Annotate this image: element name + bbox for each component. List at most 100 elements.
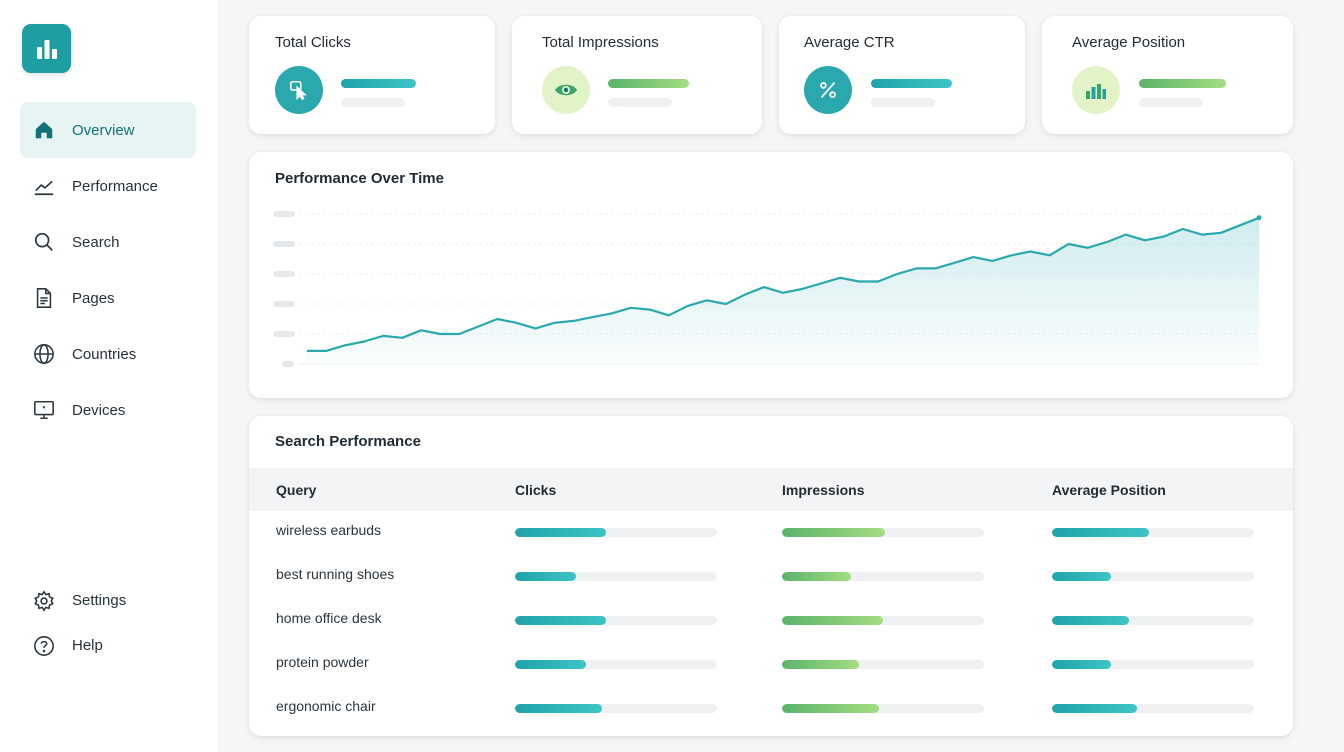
column-header-query[interactable]: Query [276,482,317,498]
trend-line-icon [32,174,56,198]
bar-chart-icon [1072,66,1120,114]
stat-bar-secondary [1139,98,1203,107]
stat-card-average-ctr[interactable]: Average CTR [779,16,1025,134]
sidebar-item-label: Performance [72,177,158,195]
table-row[interactable]: home office desk [249,597,1293,641]
stat-title: Average Position [1072,34,1186,51]
stat-card-total-clicks[interactable]: Total Clicks [249,16,495,134]
impressions-bar-track [782,572,984,581]
sidebar-bottom-nav: Settings Help [20,578,196,668]
table-row[interactable]: protein powder [249,641,1293,685]
sidebar-item-countries[interactable]: Countries [20,326,196,382]
help-icon [32,634,56,658]
column-header-average-position[interactable]: Average Position [1052,482,1166,498]
gear-icon [32,589,56,613]
sidebar-nav: Overview Performance Search Pages Countr… [20,102,196,438]
sidebar-item-label: Help [72,637,103,654]
series-line [307,216,1260,352]
position-bar-fill [1052,704,1137,713]
clicks-bar-fill [515,528,606,537]
impressions-bar-fill [782,704,879,713]
impressions-bar-track [782,528,984,537]
table-row[interactable]: wireless earbuds [249,509,1293,553]
sidebar-item-settings[interactable]: Settings [20,578,196,623]
query-cell[interactable]: ergonomic chair [276,698,376,714]
y-tick-placeholder [273,211,295,217]
stat-title: Total Clicks [275,34,351,51]
impressions-bar-fill [782,616,883,625]
sidebar-item-devices[interactable]: Devices [20,382,196,438]
search-icon [32,230,56,254]
position-bar-fill [1052,660,1111,669]
stat-card-total-impressions[interactable]: Total Impressions [512,16,762,134]
search-performance-title: Search Performance [275,433,421,450]
stat-bar [1139,79,1226,88]
clicks-bar-track [515,528,717,537]
stat-title: Total Impressions [542,34,659,51]
query-cell[interactable]: best running shoes [276,566,395,582]
position-bar-fill [1052,528,1149,537]
stat-bar [871,79,952,88]
table-row[interactable]: best running shoes [249,553,1293,597]
stat-bar-secondary [871,98,935,107]
stat-card-average-position[interactable]: Average Position [1042,16,1293,134]
performance-chart-card: Performance Over Time [249,152,1293,398]
clicks-bar-track [515,616,717,625]
sidebar-item-overview[interactable]: Overview [20,102,196,158]
percent-icon [804,66,852,114]
cursor-click-icon [275,66,323,114]
position-bar-track [1052,616,1254,625]
clicks-bar-track [515,660,717,669]
series-end-point [1256,215,1262,221]
position-bar-track [1052,528,1254,537]
sidebar-item-performance[interactable]: Performance [20,158,196,214]
document-icon [32,286,56,310]
y-tick-placeholder [273,271,295,277]
sidebar-item-label: Settings [72,592,127,609]
column-header-impressions[interactable]: Impressions [782,482,865,498]
impressions-bar-track [782,616,984,625]
eye-icon [542,66,590,114]
clicks-bar-fill [515,616,606,625]
impressions-bar-track [782,704,984,713]
stat-bar-secondary [608,98,672,107]
y-tick-placeholder [273,301,295,307]
clicks-bar-fill [515,704,602,713]
position-bar-fill [1052,616,1129,625]
impressions-bar-fill [782,660,859,669]
sidebar: Overview Performance Search Pages Countr… [0,0,219,752]
query-cell[interactable]: wireless earbuds [276,522,382,538]
performance-chart-title: Performance Over Time [275,170,444,187]
sidebar-item-label: Overview [72,121,135,139]
app-logo[interactable] [22,24,71,73]
home-icon [32,118,56,142]
y-tick-placeholder [273,331,295,337]
sidebar-item-pages[interactable]: Pages [20,270,196,326]
clicks-bar-fill [515,660,586,669]
impressions-bar-fill [782,528,886,537]
query-cell[interactable]: home office desk [276,610,382,626]
search-performance-card: Search Performance Query Clicks Impressi… [249,416,1293,736]
stat-bar [608,79,689,88]
position-bar-track [1052,704,1254,713]
clicks-bar-fill [515,572,576,581]
sidebar-item-search[interactable]: Search [20,214,196,270]
position-bar-track [1052,660,1254,669]
query-cell[interactable]: protein powder [276,654,369,670]
clicks-bar-track [515,704,717,713]
sidebar-item-label: Devices [72,401,126,419]
clicks-bar-track [515,572,717,581]
table-row[interactable]: ergonomic chair [249,685,1293,729]
sidebar-item-label: Countries [72,345,137,363]
monitor-icon [32,398,56,422]
position-bar-track [1052,572,1254,581]
bar-chart-logo-icon [36,39,57,59]
globe-icon [32,342,56,366]
stat-bar-secondary [341,98,405,107]
table-header: Query Clicks Impressions Average Positio… [249,468,1293,511]
sidebar-item-label: Search [72,233,120,251]
column-header-clicks[interactable]: Clicks [515,482,557,498]
series-area [307,217,1259,364]
sidebar-item-help[interactable]: Help [20,623,196,668]
y-tick-placeholder [273,241,295,247]
